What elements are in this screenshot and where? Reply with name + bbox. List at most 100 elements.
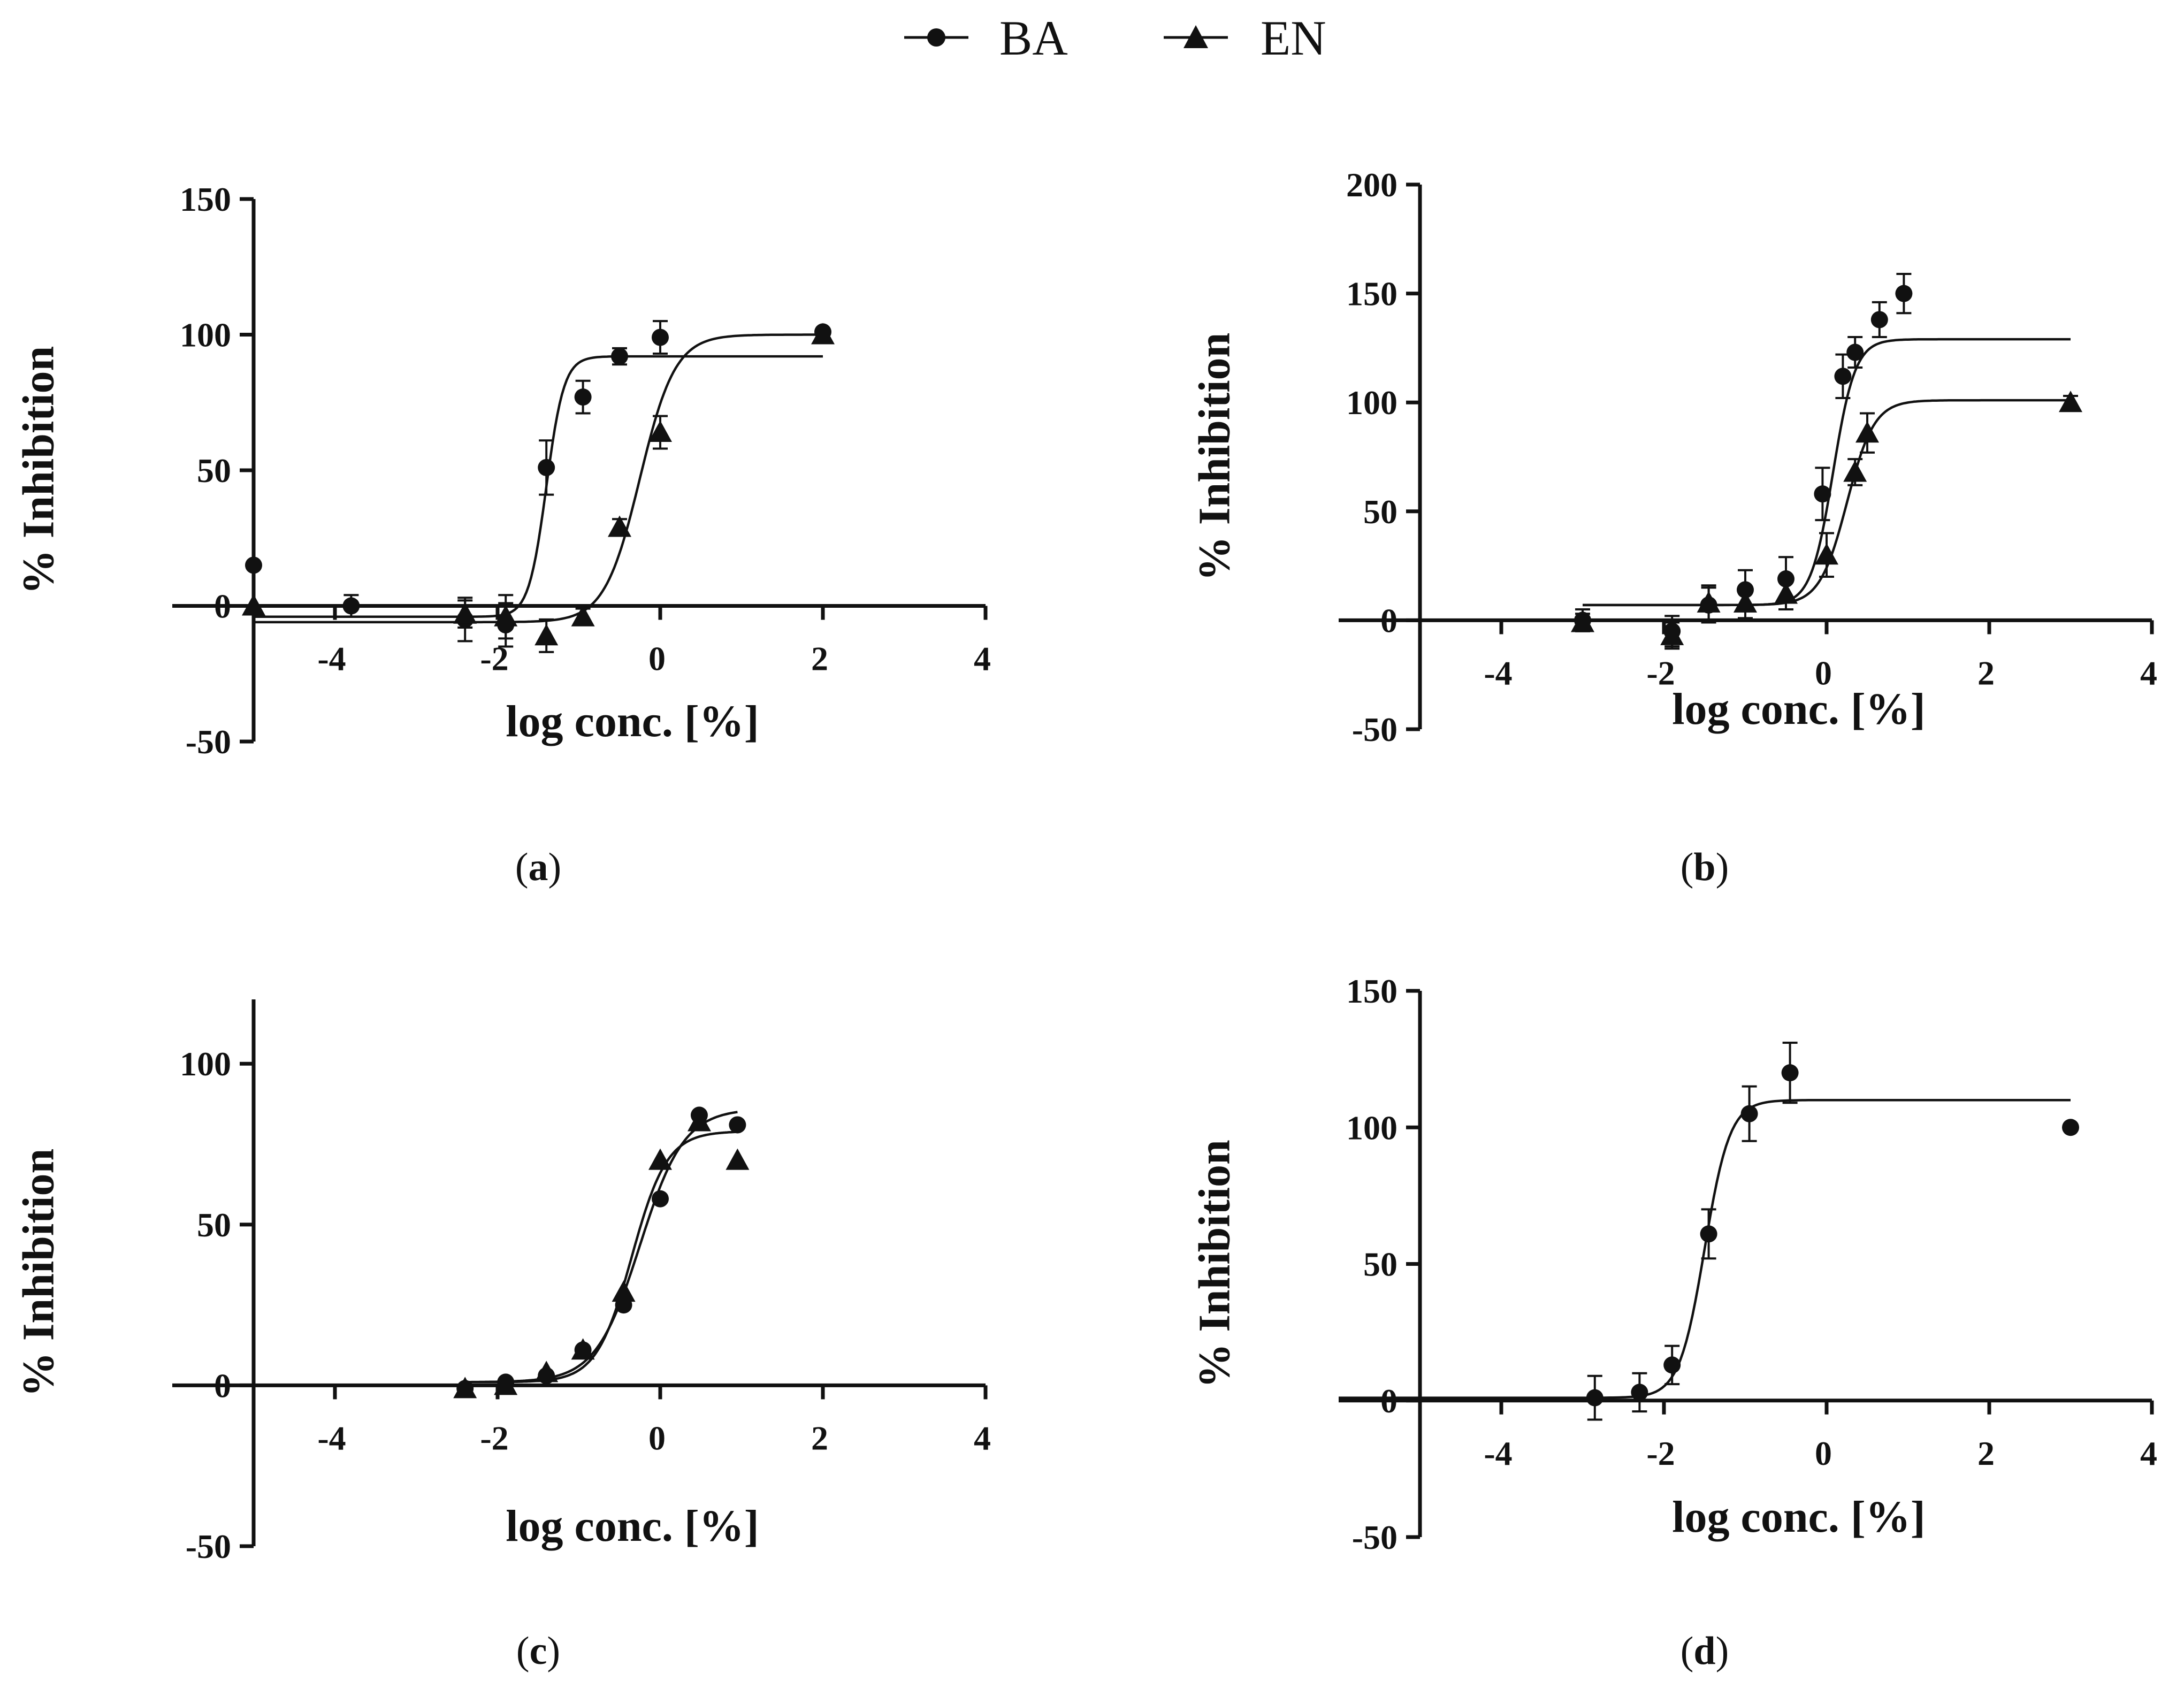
x-tick-label: 0: [1815, 1434, 1832, 1472]
data-point-ba: [574, 388, 592, 406]
y-tick-label: 50: [1363, 493, 1398, 531]
data-point-ba: [1870, 311, 1888, 328]
y-axis-title: % Inhibition: [1190, 1140, 1240, 1388]
data-point-en: [1774, 582, 1798, 604]
x-tick-label: 0: [648, 1419, 666, 1457]
data-point-en: [612, 1280, 636, 1302]
x-tick-label: 2: [1977, 654, 1995, 692]
data-point-en: [453, 602, 477, 624]
data-point-en: [1815, 543, 1838, 565]
data-point-ba: [652, 328, 669, 346]
panel-label-letter: c: [530, 1629, 547, 1673]
panel-label: (c): [516, 1629, 560, 1673]
data-point-en: [1734, 591, 1757, 613]
data-point-ba: [245, 556, 262, 574]
y-tick-label: -50: [186, 1527, 231, 1565]
panel-label-open: (: [515, 845, 529, 889]
panel-label-close: ): [1716, 1629, 1729, 1673]
fit-curve-ba: [1339, 1098, 2071, 1399]
fit-curve-ba: [465, 1111, 738, 1384]
legend-marker-en: [1183, 25, 1208, 48]
x-tick-label: 2: [1977, 1434, 1995, 1472]
fit-curve-en: [254, 333, 823, 624]
x-tick-label: -4: [1484, 1434, 1512, 1472]
data-point-en: [453, 1377, 477, 1399]
panel-label-close: ): [548, 845, 562, 889]
legend: BA EN: [904, 11, 1326, 65]
data-point-ba: [538, 459, 555, 476]
x-tick-label: -4: [317, 640, 346, 678]
panel-label: (b): [1681, 845, 1729, 889]
x-tick-label: -4: [1484, 654, 1512, 692]
data-point-ba: [1834, 368, 1852, 385]
data-point-en: [494, 605, 518, 626]
x-tick-label: 4: [974, 640, 991, 678]
y-tick-label: 100: [180, 1045, 231, 1083]
data-point-en: [608, 515, 631, 537]
panel-label: (d): [1681, 1629, 1729, 1673]
x-tick-label: -4: [317, 1419, 346, 1457]
data-point-ba: [1586, 1389, 1603, 1407]
legend-label-en: EN: [1261, 11, 1326, 65]
data-point-en: [2059, 391, 2082, 412]
panel-label: (a): [515, 845, 561, 889]
data-point-en: [534, 624, 559, 646]
x-axis-title: log conc. [%]: [506, 1501, 759, 1551]
y-tick-label: 50: [1363, 1246, 1398, 1283]
data-point-en: [242, 594, 265, 616]
y-tick-label: 100: [1346, 384, 1398, 422]
data-point-ba: [1895, 285, 1913, 302]
data-point-en: [494, 1373, 518, 1395]
data-point-en: [571, 1338, 595, 1360]
fit-curve-ba: [254, 355, 823, 618]
data-point-en: [1855, 421, 1879, 443]
panel-label-open: (: [1681, 845, 1694, 889]
x-axis-title: log conc. [%]: [1672, 684, 1926, 734]
data-point-en: [1843, 460, 1867, 482]
data-point-en: [534, 1361, 559, 1382]
data-point-en: [687, 1110, 711, 1132]
y-tick-label: 200: [1346, 166, 1398, 204]
y-tick-label: -50: [186, 723, 231, 761]
y-tick-label: 100: [1346, 1109, 1398, 1147]
y-tick-label: -50: [1352, 710, 1398, 748]
data-point-ba: [611, 348, 628, 365]
data-point-ba: [1700, 1225, 1717, 1243]
y-tick-label: 50: [197, 1206, 231, 1244]
y-axis-title: % Inhibition: [14, 346, 64, 595]
y-tick-label: 150: [1346, 972, 1398, 1010]
y-tick-label: -50: [1352, 1518, 1398, 1556]
data-point-en: [1697, 591, 1721, 613]
data-point-en: [648, 1148, 672, 1170]
data-point-ba: [1781, 1064, 1799, 1082]
legend-marker-ba: [927, 28, 945, 47]
panel-label-close: ): [1716, 845, 1729, 889]
panel-label-open: (: [1681, 1629, 1694, 1673]
x-tick-label: -2: [1646, 654, 1675, 692]
panel-label-letter: d: [1693, 1629, 1715, 1673]
panel-label-letter: a: [529, 845, 548, 889]
data-point-ba: [1846, 343, 1864, 361]
data-point-en: [1571, 610, 1594, 632]
data-point-ba: [1814, 485, 1831, 503]
data-point-ba: [342, 597, 360, 615]
fit-curve-en: [465, 1130, 738, 1384]
data-point-en: [1660, 623, 1684, 645]
y-tick-label: 150: [1346, 275, 1398, 313]
x-tick-label: -2: [480, 640, 508, 678]
y-axis-title: % Inhibition: [1190, 333, 1240, 582]
x-tick-label: 2: [811, 640, 828, 678]
data-point-ba: [1740, 1105, 1758, 1122]
x-tick-label: 2: [811, 1419, 828, 1457]
data-point-ba: [1663, 1356, 1681, 1374]
data-point-ba: [729, 1116, 746, 1134]
y-tick-label: 50: [197, 452, 231, 490]
y-tick-label: 150: [180, 180, 231, 218]
x-tick-label: -2: [480, 1419, 508, 1457]
panel-label-open: (: [516, 1629, 530, 1673]
